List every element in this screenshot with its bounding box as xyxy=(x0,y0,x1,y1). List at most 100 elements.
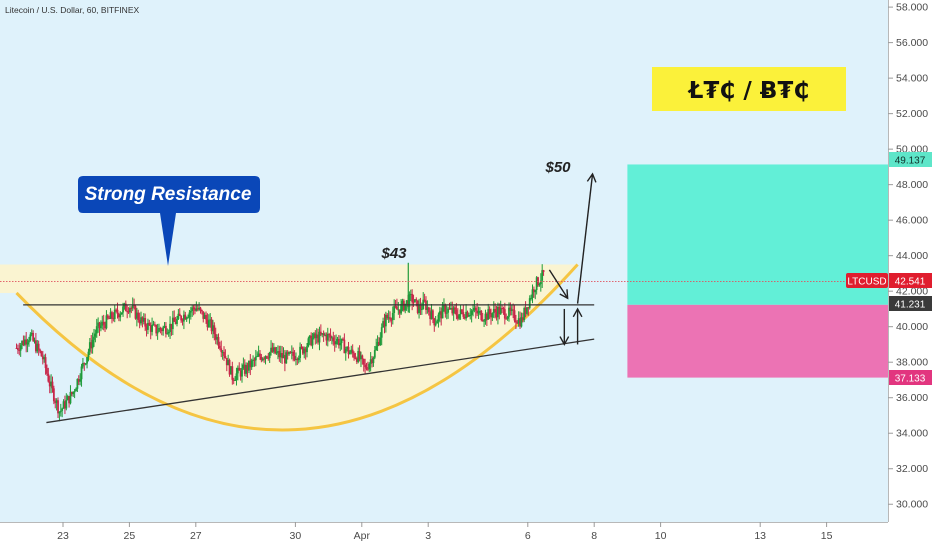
candle-body xyxy=(256,356,259,358)
candle-body xyxy=(398,309,401,314)
candle-body xyxy=(283,355,286,364)
pair-banner-box xyxy=(652,67,846,111)
candle-body xyxy=(206,319,209,328)
candle-body xyxy=(268,352,271,359)
candle-body xyxy=(472,310,474,312)
candle-body xyxy=(174,321,177,324)
price-tick-label: 52.000 xyxy=(896,108,928,120)
time-tick-label: 8 xyxy=(591,530,597,542)
strong-resistance-callout[interactable]: Strong Resistance xyxy=(78,176,260,266)
candle-body xyxy=(214,334,217,340)
candle-body xyxy=(106,315,109,319)
candle-body xyxy=(151,325,153,332)
candle-body xyxy=(212,325,214,332)
candle-body xyxy=(162,327,165,332)
candle-body xyxy=(252,359,254,361)
candle-body xyxy=(181,320,184,322)
candle-body xyxy=(365,367,368,369)
candle-body xyxy=(432,310,434,319)
candle-body xyxy=(191,307,194,311)
candle-body xyxy=(429,312,432,320)
candle-body xyxy=(104,324,106,329)
candle-body xyxy=(389,317,391,320)
candle-body xyxy=(306,346,308,353)
resistance-zone-fill xyxy=(0,264,578,431)
candle-body xyxy=(37,343,40,350)
time-axis[interactable]: 23 25 27 30 Apr 3 6 8 10 13 15 xyxy=(0,522,932,550)
candle-body xyxy=(444,305,447,314)
candle-body xyxy=(349,352,351,355)
candle-body xyxy=(236,367,239,374)
candles-layer xyxy=(15,262,545,422)
candle-body xyxy=(506,316,509,319)
candle-body xyxy=(470,310,473,315)
candle-body xyxy=(447,308,450,313)
candle-body xyxy=(322,333,325,336)
candle-body xyxy=(337,338,340,346)
candle-body xyxy=(271,347,274,352)
candle-body xyxy=(187,317,189,319)
candle-body xyxy=(275,352,278,354)
candle-body xyxy=(521,317,524,320)
candle-body xyxy=(300,346,303,348)
candle-body xyxy=(535,277,538,291)
candle-body xyxy=(466,311,469,317)
candle-body xyxy=(138,320,141,324)
candle-body xyxy=(503,309,506,319)
candle-body xyxy=(319,331,322,335)
candle-body xyxy=(80,366,83,380)
pair-banner-text: Ł₮₵ / Ƀ₮₵ xyxy=(687,78,810,104)
candle-body xyxy=(217,337,220,346)
time-tick-label: 30 xyxy=(290,530,302,542)
candle-body xyxy=(487,309,490,320)
candle-body xyxy=(51,381,54,389)
candle-body xyxy=(379,337,382,345)
candle-body xyxy=(508,307,510,317)
candle-body xyxy=(497,306,499,318)
stop-price-badge-text: 37.133 xyxy=(895,374,926,385)
candle-body xyxy=(225,357,228,366)
candle-body xyxy=(248,360,250,371)
stop-zone xyxy=(627,304,893,378)
candle-body xyxy=(100,325,102,329)
candle-body xyxy=(458,314,461,319)
candle-body xyxy=(26,342,29,345)
candle-body xyxy=(101,321,104,326)
candle-body xyxy=(73,391,76,393)
candle-body xyxy=(140,317,142,324)
candle-body xyxy=(342,338,344,340)
time-tick-label: 25 xyxy=(124,530,136,542)
stop-price-badge xyxy=(889,370,932,385)
candle-body xyxy=(360,355,362,360)
candle-body xyxy=(505,318,508,320)
time-tick-label: 10 xyxy=(655,530,667,542)
candle-body xyxy=(159,328,162,330)
price-tick-label: 40.000 xyxy=(896,321,928,333)
candle-body xyxy=(241,368,243,377)
candle-body xyxy=(382,321,385,328)
candle-body xyxy=(416,300,419,313)
candle-body xyxy=(451,307,454,314)
retest-up-arrow xyxy=(572,307,583,345)
drawing-layer xyxy=(0,172,888,424)
candle-body xyxy=(473,307,476,311)
candle-body xyxy=(156,331,159,334)
candle-body xyxy=(90,342,93,349)
entry-price-badge xyxy=(889,296,932,311)
candle-body xyxy=(66,396,69,401)
candle-body xyxy=(46,368,48,374)
candle-body xyxy=(335,341,337,345)
candle-body xyxy=(437,314,440,322)
candle-body xyxy=(148,322,151,326)
cup-curve xyxy=(15,263,579,432)
candle-body xyxy=(484,313,487,321)
candle-body xyxy=(321,333,324,335)
candle-body xyxy=(499,308,502,315)
candle-body xyxy=(34,340,37,352)
candle-body xyxy=(495,312,498,318)
candle-body xyxy=(40,351,43,357)
candle-body xyxy=(17,348,19,350)
candle-body xyxy=(261,358,264,361)
candle-body xyxy=(542,270,545,273)
